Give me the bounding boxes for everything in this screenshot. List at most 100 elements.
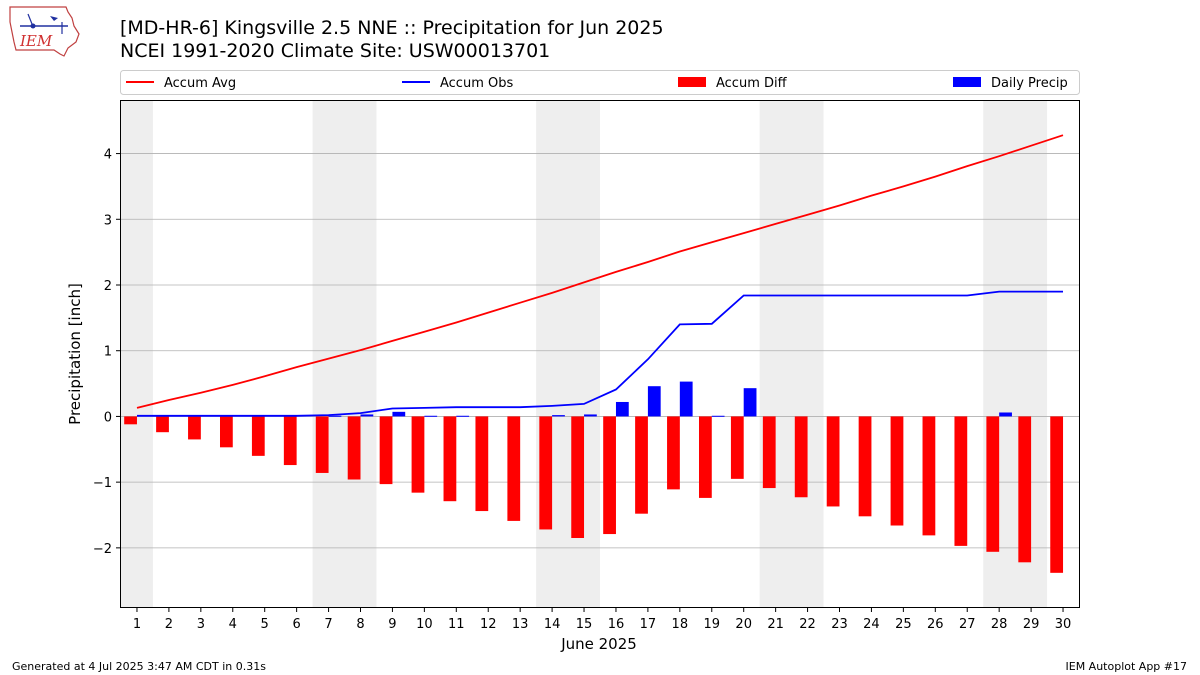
x-tick-label: 19 — [703, 617, 720, 632]
accum-diff-bar — [1018, 416, 1032, 563]
iem-logo: IEM — [6, 4, 82, 62]
daily-precip-bar — [360, 414, 374, 417]
daily-precip-bar — [999, 412, 1012, 417]
x-tick-label: 3 — [197, 617, 205, 632]
x-tick-label: 16 — [608, 617, 625, 632]
y-axis-label: Precipitation [inch] — [66, 283, 84, 425]
accum-diff-bar — [315, 416, 329, 473]
accum-diff-bar — [347, 416, 361, 480]
legend-label: Accum Avg — [164, 76, 236, 91]
x-tick-label: 20 — [735, 617, 752, 632]
y-tick-label: 0 — [104, 410, 112, 425]
accum-diff-bar — [475, 416, 489, 512]
daily-precip-bar — [711, 415, 725, 417]
accum-diff-bar — [698, 416, 712, 498]
legend-label: Daily Precip — [991, 76, 1068, 91]
x-tick-label: 8 — [356, 617, 364, 632]
daily-precip-bar — [552, 415, 565, 417]
y-tick-label: 2 — [104, 279, 112, 294]
x-tick-label: 4 — [229, 617, 237, 632]
accum-diff-bar — [1050, 416, 1064, 573]
accum-diff-bar — [219, 416, 233, 448]
y-tick-label: −2 — [93, 542, 112, 557]
accum-diff-bar — [124, 416, 137, 425]
daily-precip-bar — [328, 415, 342, 417]
x-tick-label: 25 — [895, 617, 912, 632]
x-tick-label: 21 — [767, 617, 784, 632]
accum-diff-bar — [603, 416, 616, 535]
daily-precip-bar — [584, 414, 597, 417]
accum-diff-bar — [539, 416, 553, 530]
accum-diff-bar — [890, 416, 904, 526]
logo-lettering: IEM — [19, 32, 53, 50]
legend-swatch-box — [953, 77, 981, 87]
daily-precip-bar — [456, 415, 470, 417]
daily-precip-bar — [679, 381, 693, 417]
accum-diff-bar — [251, 416, 265, 456]
y-tick-label: 3 — [104, 213, 112, 228]
legend-box — [120, 70, 1080, 95]
y-tick-label: −1 — [93, 476, 112, 491]
x-tick-label: 6 — [292, 617, 300, 632]
weekend-shade — [121, 101, 153, 607]
app-credit: IEM Autoplot App #17 — [1065, 660, 1188, 673]
daily-precip-bar — [424, 415, 438, 417]
daily-precip-bar — [392, 411, 406, 417]
accum-diff-bar — [188, 416, 201, 440]
legend-swatch-box — [678, 77, 706, 87]
accum-diff-bar — [794, 416, 808, 498]
legend-label: Accum Obs — [440, 76, 513, 91]
x-tick-label: 29 — [1023, 617, 1040, 632]
x-tick-label: 13 — [512, 617, 529, 632]
weekend-shade — [759, 101, 824, 607]
x-tick-label: 9 — [388, 617, 396, 632]
daily-precip-bar — [615, 401, 629, 417]
x-tick-label: 14 — [544, 617, 561, 632]
x-tick-label: 2 — [165, 617, 173, 632]
x-tick-label: 26 — [927, 617, 944, 632]
accum-diff-bar — [411, 416, 425, 493]
x-tick-label: 24 — [863, 617, 880, 632]
x-tick-label: 30 — [1055, 617, 1072, 632]
accum-diff-bar — [283, 416, 297, 466]
accum-diff-bar — [762, 416, 776, 489]
accum-diff-bar — [635, 416, 648, 514]
x-axis-label: June 2025 — [560, 635, 637, 653]
daily-precip-bar — [743, 388, 757, 417]
x-tick-label: 28 — [991, 617, 1008, 632]
accum-diff-bar — [507, 416, 521, 521]
generated-note: Generated at 4 Jul 2025 3:47 AM CDT in 0… — [12, 660, 266, 673]
accum-obs-line — [137, 290, 1063, 417]
accum-diff-bar — [379, 416, 393, 485]
x-tick-label: 11 — [448, 617, 465, 632]
accum-diff-bar — [730, 416, 744, 479]
x-tick-label: 17 — [640, 617, 657, 632]
x-tick-label: 22 — [799, 617, 816, 632]
x-tick-label: 10 — [416, 617, 433, 632]
accum-diff-bar — [858, 416, 872, 517]
plot-frame — [120, 100, 1080, 608]
x-tick-label: 15 — [576, 617, 593, 632]
x-tick-label: 5 — [261, 617, 269, 632]
accum-diff-bar — [156, 416, 169, 433]
x-tick-label: 27 — [959, 617, 976, 632]
chart-subtitle: NCEI 1991-2020 Climate Site: USW00013701 — [120, 40, 551, 62]
daily-precip-bar — [647, 386, 661, 417]
accum-avg-line — [136, 134, 1064, 409]
chart-title: [MD-HR-6] Kingsville 2.5 NNE :: Precipit… — [120, 17, 664, 39]
y-tick-label: 1 — [104, 345, 112, 360]
accum-diff-bar — [826, 416, 840, 507]
accum-diff-bar — [922, 416, 936, 536]
weekend-shade — [536, 101, 600, 607]
accum-diff-bar — [571, 416, 585, 538]
x-tick-label: 7 — [324, 617, 332, 632]
x-tick-label: 18 — [672, 617, 689, 632]
x-tick-label: 12 — [480, 617, 497, 632]
accum-diff-bar — [667, 416, 680, 490]
legend-label: Accum Diff — [716, 76, 788, 91]
accum-diff-bar — [986, 416, 1000, 552]
x-tick-label: 1 — [133, 617, 141, 632]
accum-diff-bar — [443, 416, 457, 502]
x-tick-label: 23 — [831, 617, 848, 632]
